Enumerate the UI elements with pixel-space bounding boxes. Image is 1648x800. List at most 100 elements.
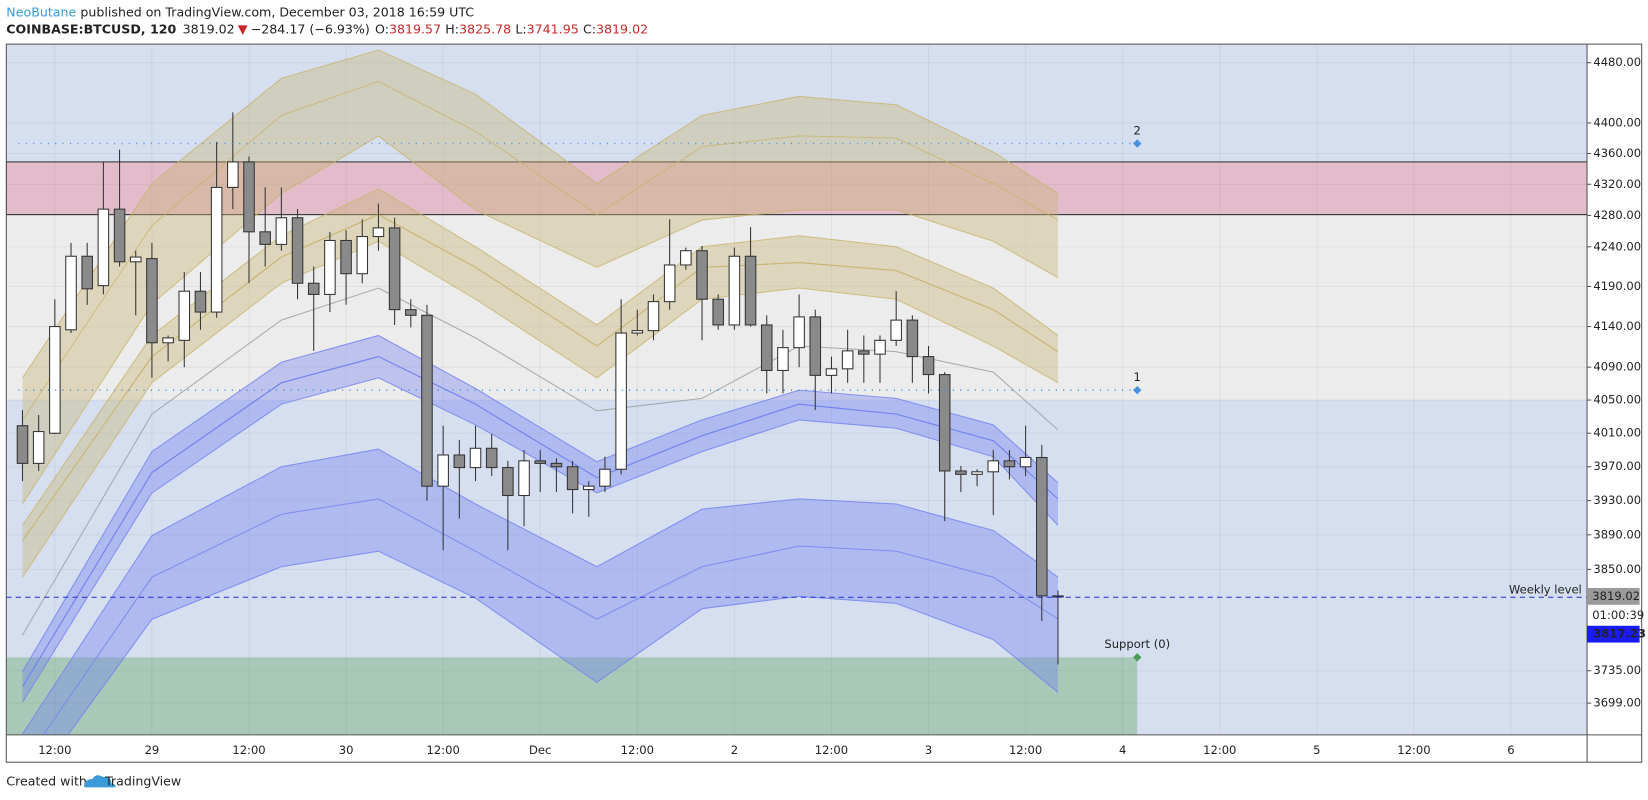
candle-body	[340, 239, 352, 275]
y-tick-label: 3930.00	[1593, 493, 1641, 507]
candle-body	[16, 425, 29, 464]
level-anchor	[1133, 653, 1142, 662]
candle-body	[922, 356, 935, 376]
candle-body	[65, 255, 77, 331]
candle-body	[453, 454, 466, 469]
candle-body	[858, 350, 870, 355]
ohlc-label: L:	[515, 21, 526, 36]
y-tick-label: 4190.00	[1593, 279, 1641, 293]
candle-body	[566, 466, 579, 491]
candle-body	[437, 454, 449, 487]
candle-body	[760, 324, 773, 371]
candle-body	[227, 161, 239, 188]
candle-body	[307, 282, 320, 295]
candle-body	[356, 236, 369, 275]
level-anchor	[1133, 385, 1142, 395]
level-anchor	[1133, 139, 1142, 148]
candle-body	[324, 239, 336, 295]
x-tick-label: 12:00	[38, 743, 71, 757]
candle-body	[696, 250, 708, 300]
y-tick-label: 3850.00	[1593, 562, 1641, 576]
candle-body	[291, 217, 304, 284]
symbol: COINBASE:BTCUSD, 120	[6, 21, 176, 36]
candle-body	[243, 161, 255, 233]
band-edge	[22, 135, 1059, 505]
y-tick-label: 4050.00	[1593, 393, 1641, 407]
x-tick-label: 12:00	[815, 743, 848, 757]
candle-body	[469, 447, 482, 469]
bid-label: 3817.23	[1593, 627, 1646, 641]
candle-body	[162, 337, 174, 344]
candle-body	[599, 468, 611, 487]
logo	[84, 775, 116, 788]
ohlc-value: 3819.02	[596, 21, 648, 36]
candle-body	[421, 314, 433, 487]
indicator-line	[22, 80, 1059, 421]
level-label: Weekly level	[1509, 582, 1582, 596]
change: −284.17 (−6.93%)	[251, 21, 370, 36]
candle-body	[129, 256, 142, 263]
candle-body	[582, 485, 595, 491]
candle-body	[825, 368, 838, 376]
level-label: Support (0)	[1104, 637, 1170, 651]
candle-body	[259, 231, 271, 245]
candle-body	[777, 347, 789, 371]
band-fill	[22, 50, 1058, 505]
ohlc-value: 3819.57	[389, 21, 441, 36]
candle-body	[97, 208, 110, 287]
y-tick-label: 3699.00	[1593, 696, 1641, 710]
candle-body	[81, 255, 93, 290]
x-tick-label: 3	[925, 743, 932, 757]
x-tick-label: 12:00	[232, 743, 265, 757]
candle-body	[518, 460, 530, 497]
author[interactable]: NeoButane	[6, 4, 76, 19]
candle-body	[663, 264, 676, 303]
footer-text: Created with	[6, 774, 87, 789]
last-price-label: 3819.02	[1592, 589, 1640, 603]
band-edge	[22, 377, 1059, 703]
bid-box	[1587, 625, 1640, 643]
candle-body	[146, 258, 158, 344]
band-edge	[22, 188, 1059, 526]
zone	[6, 657, 1138, 735]
x-tick-label: 12:00	[1397, 743, 1430, 757]
x-tick-label: 6	[1507, 743, 1514, 757]
ohlc-label: O:	[375, 21, 389, 36]
candle-body	[680, 250, 692, 266]
candle-body	[793, 316, 805, 349]
zone	[6, 44, 1588, 162]
y-tick-label: 4240.00	[1593, 239, 1641, 253]
band-edge	[22, 214, 1059, 542]
indicator-line	[42, 498, 1059, 735]
candle-body	[987, 460, 1000, 473]
candle-body	[728, 255, 741, 326]
y-tick-label: 4010.00	[1593, 426, 1641, 440]
band-edge	[67, 550, 1059, 735]
candle-body	[1003, 460, 1016, 468]
candle-body	[550, 462, 563, 468]
candle-body	[647, 301, 660, 332]
candle-body	[938, 374, 951, 472]
band-edge	[22, 49, 1059, 379]
band-edge	[22, 334, 1059, 672]
frame	[5, 43, 1643, 763]
candle-body	[210, 186, 223, 313]
y-tick-label: 4320.00	[1593, 177, 1641, 191]
candle-body	[906, 319, 919, 358]
candle-body	[1036, 456, 1048, 597]
ohlc-value: 3825.78	[459, 21, 511, 36]
candle-body	[32, 431, 45, 464]
x-tick-label: 29	[145, 743, 160, 757]
x-tick-label: 12:00	[427, 743, 460, 757]
x-tick-label: Dec	[529, 743, 551, 757]
x-tick-label: 4	[1119, 743, 1126, 757]
y-tick-label: 3890.00	[1593, 527, 1641, 541]
candle-body	[712, 298, 724, 326]
footer-brand[interactable]: TradingView	[104, 774, 181, 789]
level-label: 1	[1134, 370, 1141, 384]
candle-body	[874, 339, 886, 355]
candle-body	[485, 447, 498, 469]
published: published on TradingView.com, December 0…	[80, 4, 474, 19]
candle-body	[534, 460, 547, 464]
candle-body	[388, 227, 401, 311]
